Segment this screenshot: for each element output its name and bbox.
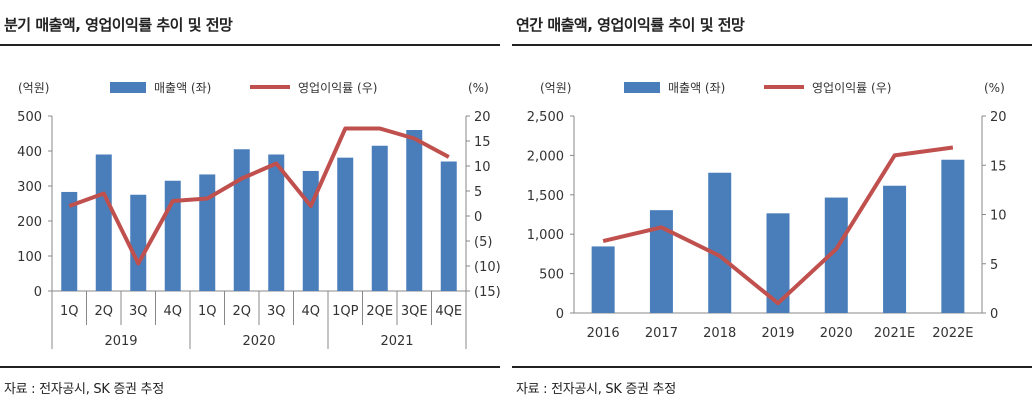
right-tick-label: 15 — [990, 159, 1007, 174]
annual-combo-chart: (억원) (%) 매출액 (좌) 영업이익률 (우) 0 500 1,000 1,500 2,0… — [527, 81, 1007, 341]
left-tick-label: 0 — [556, 307, 564, 322]
x-category-label: 1QP — [332, 304, 359, 319]
revenue-bar — [649, 210, 673, 313]
right-tick-label: 5 — [474, 185, 482, 200]
legend-bar-label: 매출액 (좌) — [154, 81, 211, 95]
x-category-label: 2021E — [874, 326, 915, 341]
right-tick-label: 0 — [990, 307, 998, 322]
left-tick-label: 100 — [17, 250, 42, 265]
right-axis-unit: (%) — [984, 81, 1005, 95]
legend-bar-label: 매출액 (좌) — [668, 81, 725, 95]
right-title-rule — [512, 44, 1032, 46]
right-tick-label: 20 — [474, 110, 491, 125]
revenue-bar — [199, 174, 216, 291]
revenue-bar — [95, 154, 112, 291]
x-category-label: 2QE — [366, 304, 393, 319]
legend-line-label: 영업이익률 (우) — [812, 81, 891, 95]
x-category-label: 3Q — [267, 304, 286, 319]
right-source-note: 자료 : 전자공시, SK 증권 추정 — [516, 382, 676, 397]
x-category-label: 4Q — [301, 304, 320, 319]
revenue-bar — [164, 180, 181, 291]
x-group-label: 2019 — [104, 334, 137, 349]
x-category-label: 2019 — [761, 326, 794, 341]
revenue-bar — [440, 161, 457, 291]
revenue-bar — [233, 149, 250, 291]
right-axis-unit: (%) — [468, 81, 489, 95]
left-title-rule — [0, 44, 500, 46]
left-source-note: 자료 : 전자공시, SK 증권 추정 — [4, 382, 164, 397]
left-chart-title: 분기 매출액, 영업이익률 추이 및 전망 — [4, 16, 233, 34]
left-tick-label: 2,000 — [527, 149, 564, 164]
revenue-bar — [130, 194, 147, 291]
revenue-bar — [766, 213, 790, 313]
revenue-bar — [337, 157, 354, 291]
left-tick-label: 1,500 — [527, 189, 564, 204]
right-chart-title: 연간 매출액, 영업이익률 추이 및 전망 — [516, 16, 745, 34]
revenue-bar — [883, 185, 907, 313]
revenue-bar — [941, 159, 965, 313]
left-tick-label: 400 — [17, 145, 42, 160]
x-category-label: 2017 — [645, 326, 678, 341]
legend-line-label: 영업이익률 (우) — [298, 81, 377, 95]
operating-margin-line — [602, 145, 954, 306]
right-tick-label: 0 — [474, 210, 482, 225]
left-tick-label: 200 — [17, 215, 42, 230]
x-category-label: 2016 — [587, 326, 620, 341]
right-chart-panel: 연간 매출액, 영업이익률 추이 및 전망 (억원) (%) 매출액 (좌) 영업이익… — [512, 0, 1032, 410]
right-tick-label: (15) — [474, 285, 501, 300]
x-category-label: 3Q — [129, 304, 148, 319]
left-chart-panel: 분기 매출액, 영업이익률 추이 및 전망 (억원) (%) 매출액 (좌) 영업이익… — [0, 0, 501, 410]
x-group-label: 2020 — [242, 334, 275, 349]
legend-bar-swatch — [110, 82, 146, 93]
x-category-label: 1Q — [60, 304, 79, 319]
left-tick-label: 500 — [539, 268, 564, 283]
left-tick-label: 300 — [17, 180, 42, 195]
right-tick-label: (10) — [474, 260, 501, 275]
revenue-bar — [61, 191, 78, 291]
left-axis-unit: (억원) — [18, 81, 49, 95]
x-group-label: 2021 — [380, 334, 413, 349]
right-tick-label: 10 — [990, 209, 1007, 224]
left-tick-label: 2,500 — [527, 110, 564, 125]
left-footer-rule — [0, 366, 500, 368]
x-category-label: 2018 — [703, 326, 736, 341]
operating-margin-line — [68, 126, 450, 266]
legend-bar-swatch — [624, 82, 660, 93]
right-footer-rule — [512, 366, 1032, 368]
quarterly-combo-chart: (억원) (%)매출액 (좌) 영업이익률 (우)0100200300400500(… — [17, 81, 501, 349]
x-category-label: 2Q — [232, 304, 251, 319]
x-category-label: 2022E — [932, 326, 973, 341]
revenue-bar — [824, 197, 848, 313]
right-tick-label: (5) — [474, 235, 492, 250]
x-category-label: 4QE — [435, 304, 462, 319]
x-category-label: 2Q — [94, 304, 113, 319]
revenue-bar — [371, 145, 388, 291]
left-tick-label: 0 — [34, 285, 42, 300]
right-tick-label: 15 — [474, 135, 491, 150]
x-category-label: 1Q — [198, 304, 217, 319]
revenue-bar — [591, 246, 615, 313]
left-tick-label: 500 — [17, 110, 42, 125]
revenue-bar — [406, 130, 423, 291]
left-axis-unit: (억원) — [540, 81, 571, 95]
x-category-label: 2020 — [820, 326, 853, 341]
x-category-label: 3QE — [401, 304, 428, 319]
right-tick-label: 5 — [990, 258, 998, 273]
revenue-bar — [708, 172, 732, 313]
left-tick-label: 1,000 — [527, 228, 564, 243]
right-tick-label: 10 — [474, 160, 491, 175]
right-tick-label: 20 — [990, 110, 1007, 125]
revenue-bar — [268, 154, 285, 291]
x-category-label: 4Q — [163, 304, 182, 319]
